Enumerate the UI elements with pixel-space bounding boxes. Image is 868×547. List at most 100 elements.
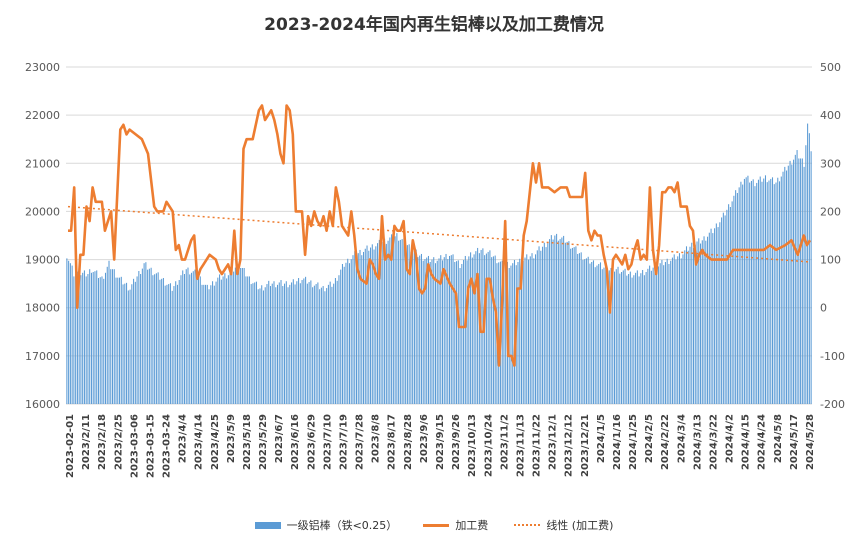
- bar: [801, 158, 803, 404]
- bar: [547, 243, 549, 404]
- bar: [233, 271, 235, 404]
- bar: [596, 265, 598, 404]
- y-left-tick-label: 22000: [25, 109, 60, 122]
- x-tick-label: 2024/3/13: [692, 414, 703, 470]
- bar: [664, 261, 666, 404]
- bar: [166, 284, 168, 404]
- bar: [773, 184, 775, 404]
- bar: [384, 238, 386, 404]
- bar: [680, 258, 682, 404]
- bar: [663, 265, 665, 404]
- bar: [566, 241, 568, 404]
- bar: [764, 175, 767, 404]
- bar: [461, 263, 463, 404]
- bar: [155, 273, 157, 404]
- bar: [343, 266, 345, 404]
- bar: [415, 249, 417, 404]
- bar: [582, 259, 584, 404]
- bar: [770, 178, 772, 404]
- bar: [143, 263, 145, 404]
- bar: [90, 272, 92, 404]
- bar: [589, 263, 591, 404]
- bar: [505, 264, 507, 404]
- bar: [120, 276, 122, 404]
- x-tick-label: 2023/9/15: [435, 414, 446, 470]
- legend-swatch-trend: [514, 524, 541, 526]
- bar: [73, 276, 75, 404]
- bar: [736, 192, 738, 404]
- bar: [278, 282, 280, 404]
- x-tick-label: 2024/3/22: [708, 414, 719, 470]
- bar: [410, 251, 412, 404]
- bar: [141, 268, 143, 404]
- bar: [749, 182, 751, 404]
- bar: [591, 261, 593, 404]
- x-tick-label: 2023/4/14: [194, 414, 205, 470]
- bar: [355, 256, 358, 404]
- bar: [621, 272, 623, 404]
- bar: [719, 222, 721, 404]
- bar: [707, 236, 709, 404]
- bar: [722, 212, 724, 404]
- x-tick-label: 2024/2/5: [644, 414, 655, 463]
- bar: [573, 247, 575, 404]
- bar: [643, 275, 645, 404]
- bar: [694, 244, 696, 404]
- bar: [243, 267, 245, 404]
- bar: [317, 282, 319, 404]
- bar: [127, 290, 129, 404]
- bar: [517, 261, 519, 404]
- bar: [794, 154, 796, 404]
- bar: [700, 243, 702, 404]
- bar: [96, 270, 98, 404]
- bar: [115, 277, 117, 404]
- bar: [750, 180, 752, 404]
- legend-label-bar: 一级铝棒（铁<0.25）: [286, 519, 398, 532]
- bar: [784, 166, 786, 404]
- bar: [740, 181, 742, 404]
- bar: [354, 251, 356, 404]
- bar: [403, 238, 405, 404]
- bar: [399, 239, 401, 404]
- bar: [291, 282, 293, 404]
- bar: [615, 269, 617, 404]
- bar: [85, 276, 87, 404]
- legend-label-line: 加工费: [455, 519, 489, 532]
- bar: [370, 247, 372, 404]
- bar: [420, 253, 422, 404]
- bar: [262, 290, 264, 404]
- bar: [807, 123, 809, 404]
- bar: [673, 254, 675, 404]
- bar: [447, 259, 449, 404]
- x-tick-label: 2024/5/8: [773, 414, 784, 463]
- bar: [768, 180, 770, 404]
- bar: [352, 255, 354, 404]
- bar: [306, 283, 308, 404]
- bar: [471, 257, 473, 404]
- x-tick-label: 2023/7/19: [338, 414, 349, 470]
- bar: [522, 260, 524, 404]
- bar: [640, 273, 642, 404]
- bar: [687, 250, 689, 404]
- bar: [108, 260, 110, 404]
- bar: [761, 181, 763, 404]
- x-tick-label: 2023/9/6: [419, 414, 430, 463]
- bar: [775, 182, 777, 404]
- bar: [382, 241, 384, 404]
- x-tick-label: 2024/1/5: [596, 414, 607, 463]
- bar: [527, 259, 530, 404]
- bar: [266, 284, 268, 404]
- bar: [777, 177, 779, 404]
- bar: [136, 276, 138, 404]
- bar: [375, 246, 377, 404]
- bar: [417, 257, 419, 404]
- bar: [327, 284, 329, 404]
- bar: [440, 255, 442, 404]
- bar: [475, 251, 477, 404]
- bar: [487, 251, 489, 404]
- bar: [111, 269, 114, 404]
- bar: [624, 268, 626, 404]
- bar: [201, 284, 203, 404]
- bar: [650, 270, 652, 404]
- bar: [97, 278, 99, 404]
